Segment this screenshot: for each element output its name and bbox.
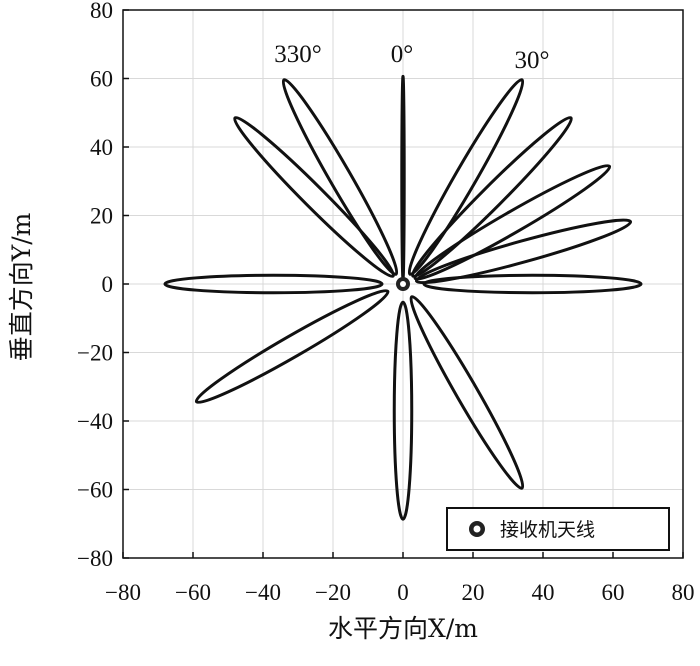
y-tick-label: 20 [90,204,113,229]
y-tick-label: 0 [102,272,114,297]
angle-label-0: 0° [391,41,414,68]
x-tick-label: −20 [315,580,351,605]
y-axis-title: 垂直方向Y/m [7,212,36,361]
x-tick-label: 80 [672,580,695,605]
lobe-layer [163,74,643,521]
lobe-0 [400,74,406,281]
legend-label: 接收机天线 [500,519,595,541]
angle-label-330: 330° [274,41,322,68]
lobe-180 [392,300,414,521]
x-tick-label: 60 [602,580,625,605]
x-tick-label: 40 [532,580,555,605]
lobe-150 [409,295,525,490]
x-axis-title: 水平方向X/m [328,614,478,643]
y-tick-label: −20 [77,341,113,366]
y-tick-label: −40 [77,409,113,434]
lobe-60 [413,164,612,281]
lobe-90 [422,273,643,295]
lobe-45 [411,116,573,278]
lobe-240 [194,289,390,404]
lobe-330 [281,78,399,276]
angle-label-30: 30° [515,47,550,74]
x-tick-label: −60 [175,580,211,605]
y-tick-label: 80 [90,0,113,23]
y-tick-label: −60 [77,478,113,503]
receiver-antenna-marker [396,277,410,291]
y-tick-label: 40 [90,135,113,160]
legend: 接收机天线 [446,507,670,551]
lobe-75 [414,218,633,285]
tick-layer: −80 −60 −40 −20 0 20 40 60 80 −80 −60 −40 −20 0 20 40 60… [77,0,694,605]
x-tick-label: −40 [245,580,281,605]
lobe-315 [233,116,395,278]
x-tick-label: 20 [462,580,485,605]
x-tick-label: −80 [105,580,141,605]
y-tick-label: −80 [77,546,113,571]
lobe-270 [163,273,384,295]
lobe-30 [407,78,525,276]
y-tick-label: 60 [90,67,113,92]
legend-marker-icon [469,521,485,537]
x-tick-label: 0 [397,580,409,605]
